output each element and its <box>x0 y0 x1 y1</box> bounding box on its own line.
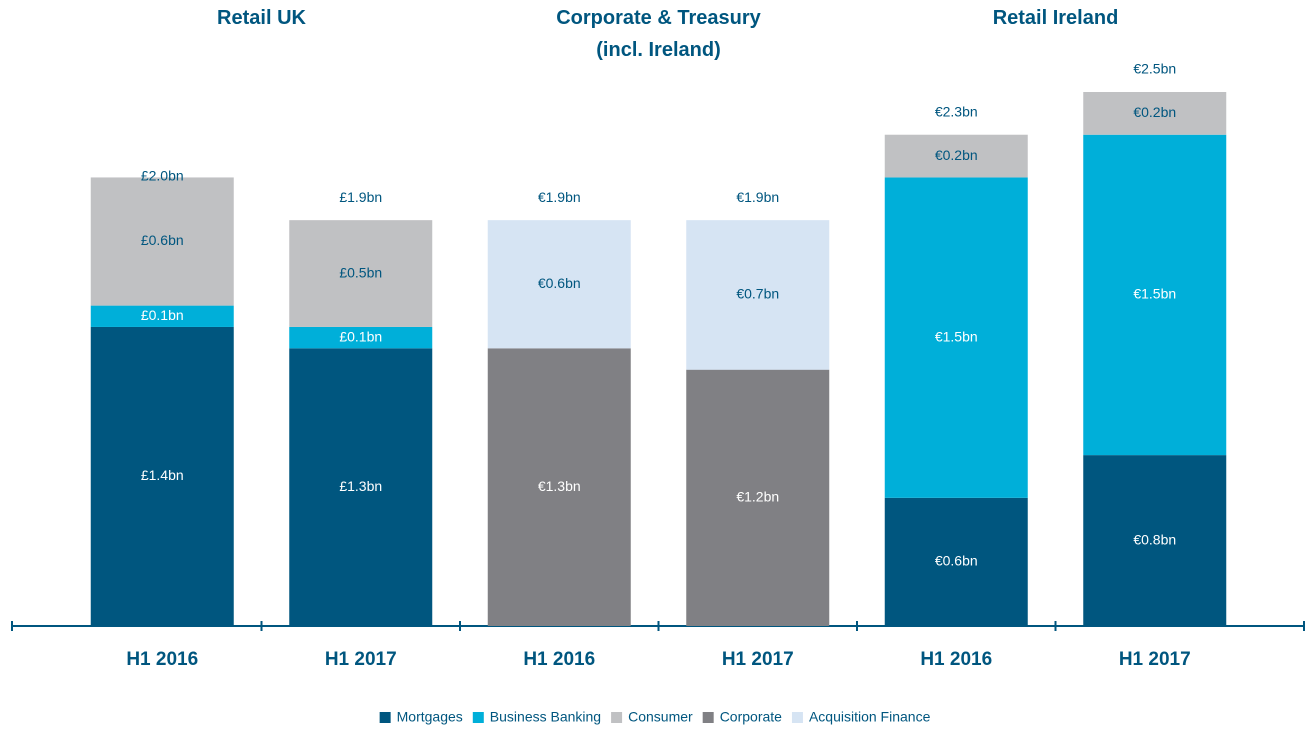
total-label: €2.3bn <box>935 103 978 119</box>
total-label: €1.9bn <box>538 189 581 205</box>
total-label: €1.9bn <box>736 189 779 205</box>
bar-segment <box>884 497 1028 626</box>
legend-swatch <box>611 712 623 723</box>
bar-segment <box>884 134 1028 178</box>
legend-label: Corporate <box>720 709 782 725</box>
value-label: €1.3bn <box>538 478 581 494</box>
value-label: £0.5bn <box>339 264 382 280</box>
group-title: Corporate & Treasury (incl. Ireland) <box>556 7 761 61</box>
bar-segment <box>1083 455 1227 626</box>
value-label: £0.1bn <box>141 307 184 323</box>
value-label: €1.5bn <box>1133 286 1176 302</box>
x-tick-label: H1 2016 <box>126 649 198 670</box>
x-tick-label: H1 2017 <box>325 649 397 670</box>
legend-label: Mortgages <box>397 709 463 725</box>
bar-segment <box>1083 134 1227 456</box>
bar-segment <box>289 326 433 349</box>
value-label: €0.8bn <box>1133 531 1176 547</box>
legend: Mortgages Business Banking Consumer Corpora… <box>379 709 931 725</box>
value-label: £1.4bn <box>141 467 184 483</box>
legend-label: Business Banking <box>490 709 601 725</box>
x-tick-label: H1 2017 <box>722 649 794 670</box>
legend-swatch <box>472 712 484 723</box>
bar-segment <box>686 369 830 626</box>
total-label: €2.5bn <box>1133 61 1176 77</box>
x-tick-label: H1 2016 <box>920 649 992 670</box>
bar-segment <box>289 348 433 626</box>
value-label: €1.2bn <box>736 489 779 505</box>
value-label: €0.2bn <box>1133 104 1176 120</box>
legend-swatch <box>702 712 714 723</box>
value-label: €0.6bn <box>935 553 978 569</box>
bar-segment <box>90 177 234 306</box>
total-label: £2.0bn <box>141 168 184 184</box>
bar-segment <box>487 220 631 349</box>
bar-segment <box>289 220 433 327</box>
value-label: £0.6bn <box>141 232 184 248</box>
value-label: €0.2bn <box>935 147 978 163</box>
value-label: €1.5bn <box>935 328 978 344</box>
group-title: Retail UK <box>217 7 306 29</box>
x-tick-label: H1 2017 <box>1119 649 1191 670</box>
bar-segment <box>90 326 234 626</box>
bar-segment <box>487 348 631 626</box>
x-tick-label: H1 2016 <box>523 649 595 670</box>
bar-segment <box>1083 92 1227 135</box>
group-title: Retail Ireland <box>992 7 1119 29</box>
value-label: £0.1bn <box>339 328 382 344</box>
legend-swatch <box>379 712 391 723</box>
legend-swatch <box>791 712 803 723</box>
value-label: €0.6bn <box>538 275 581 291</box>
value-label: €0.7bn <box>736 286 779 302</box>
bar-segment <box>686 220 830 370</box>
total-label: £1.9bn <box>339 189 382 205</box>
legend-label: Consumer <box>628 709 693 725</box>
value-label: £1.3bn <box>339 478 382 494</box>
legend-label: Acquisition Finance <box>809 709 931 725</box>
bar-segment <box>884 177 1028 498</box>
bar-segment <box>90 305 234 327</box>
